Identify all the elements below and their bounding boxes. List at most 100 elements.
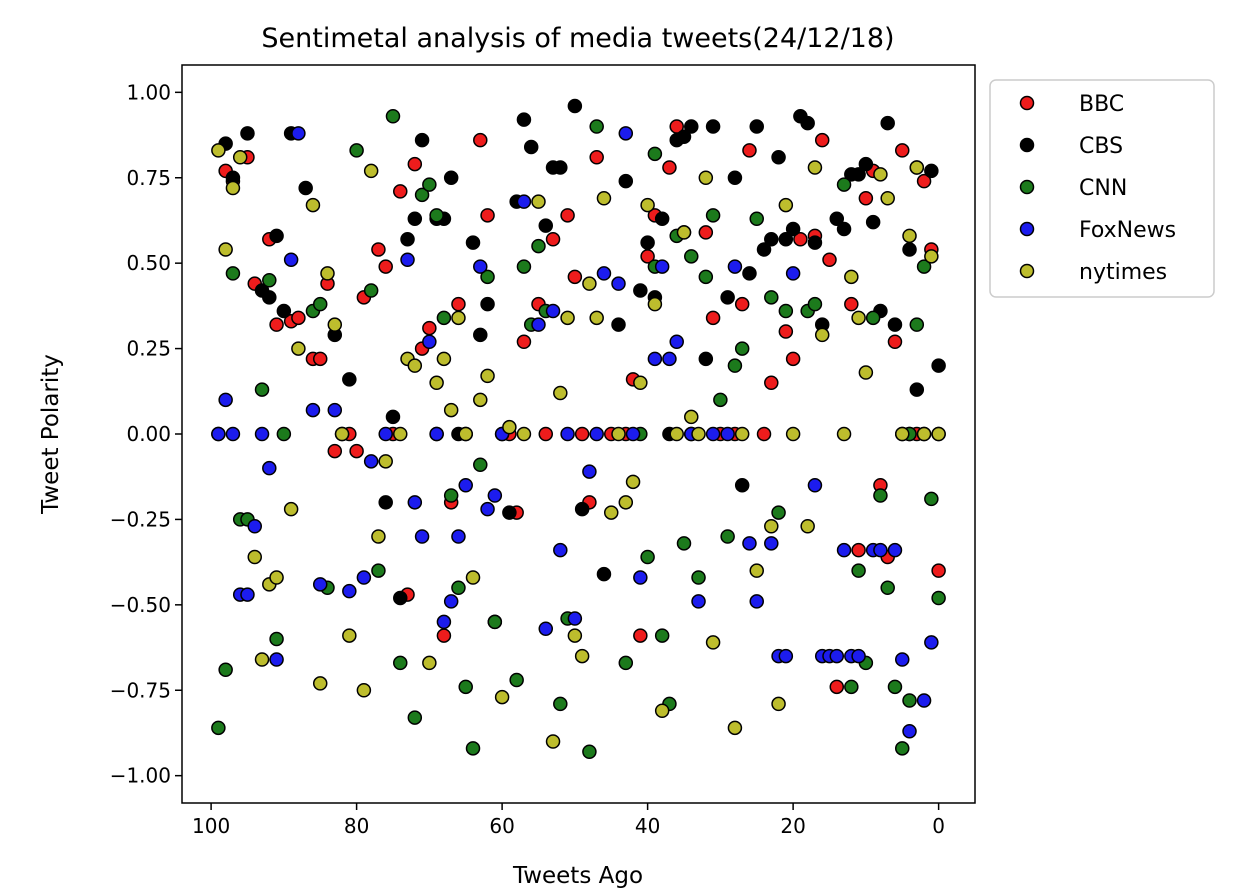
data-point-cnn: [836, 177, 852, 192]
data-point-foxnews: [618, 126, 634, 141]
data-point-bbc: [829, 679, 845, 695]
data-point-bbc: [764, 375, 779, 390]
data-point-cbs: [705, 119, 721, 134]
data-point-foxnews: [262, 460, 277, 476]
y-axis: 1.00 0.75 0.50 0.25 0.00 −0.25 −0.50 −0.75 −1.00: [110, 80, 182, 788]
data-point-cnn: [851, 563, 866, 578]
data-point-cbs: [342, 372, 357, 387]
data-point-nytimes: [916, 426, 932, 442]
data-point-cnn: [465, 741, 481, 756]
legend-marker-foxnews: [1019, 221, 1035, 237]
data-point-nytimes: [320, 266, 335, 281]
data-point-cnn: [589, 119, 604, 134]
data-point-bbc: [858, 191, 874, 206]
data-point-nytimes: [291, 341, 306, 356]
chart-title: Sentimetal analysis of media tweets(24/1…: [261, 23, 894, 54]
data-point-cnn: [553, 696, 568, 712]
data-point-cbs: [611, 317, 626, 332]
data-point-cbs: [785, 221, 801, 237]
data-point-cbs: [276, 303, 292, 319]
data-point-nytimes: [342, 628, 357, 643]
data-point-bbc: [407, 156, 423, 172]
data-point-bbc: [742, 143, 757, 158]
data-point-cbs: [443, 170, 459, 185]
legend-marker-nytimes: [1019, 263, 1035, 279]
data-point-bbc: [662, 160, 677, 175]
data-point-foxnews: [633, 570, 648, 585]
data-point-foxnews: [451, 529, 466, 544]
data-point-cnn: [698, 269, 714, 285]
data-point-cbs: [676, 129, 692, 144]
data-point-cbs: [567, 98, 583, 114]
data-point-cnn: [749, 211, 764, 226]
data-point-foxnews: [727, 259, 743, 274]
legend-label-nytimes: nytimes: [1079, 260, 1167, 285]
data-point-foxnews: [305, 402, 321, 418]
data-point-cbs: [553, 160, 568, 175]
data-point-bbc: [269, 317, 284, 332]
data-point-nytimes: [611, 426, 626, 442]
data-point-cnn: [654, 628, 670, 643]
data-point-cbs: [385, 409, 401, 425]
data-point-cbs: [240, 126, 255, 141]
data-point-cbs: [393, 590, 408, 606]
data-point-cnn: [778, 303, 794, 319]
y-tick-label: −0.50: [110, 593, 171, 617]
data-point-cnn: [865, 310, 881, 326]
data-point-cnn: [349, 143, 364, 158]
data-point-bbc: [422, 320, 437, 336]
data-point-cnn: [880, 580, 895, 595]
data-point-nytimes: [895, 426, 910, 442]
data-point-cbs: [378, 495, 393, 510]
data-point-cnn: [407, 710, 423, 725]
data-point-nytimes: [705, 635, 721, 650]
legend: BBC CBS CNN FoxNews nytimes: [989, 79, 1215, 298]
data-points-layer: [211, 98, 946, 759]
data-point-cbs: [640, 235, 655, 250]
data-point-cnn: [276, 426, 292, 442]
data-point-bbc: [916, 173, 932, 189]
data-point-nytimes: [873, 167, 888, 182]
data-point-cnn: [225, 266, 241, 281]
data-point-foxnews: [283, 252, 299, 267]
data-point-bbc: [473, 132, 488, 148]
series-foxnews: [211, 126, 946, 739]
data-point-bbc: [538, 426, 554, 442]
data-point-cnn: [895, 741, 910, 756]
data-point-cnn: [211, 720, 226, 736]
data-point-foxnews: [567, 611, 583, 626]
data-point-cnn: [909, 317, 925, 332]
data-point-nytimes: [633, 375, 648, 390]
data-point-foxnews: [218, 392, 233, 408]
data-point-cnn: [734, 341, 750, 356]
data-point-bbc: [844, 296, 859, 312]
data-point-bbc: [349, 443, 364, 459]
x-tick-label: 20: [780, 814, 805, 838]
y-tick-label: 0.50: [126, 251, 171, 275]
data-point-foxnews: [836, 542, 852, 558]
data-point-nytimes: [211, 143, 226, 158]
data-point-cnn: [509, 672, 524, 688]
x-axis: 100 80 60 40 20 0: [192, 803, 945, 838]
data-point-nytimes: [931, 426, 946, 442]
data-point-foxnews: [443, 594, 459, 609]
data-point-nytimes: [764, 519, 779, 534]
data-point-nytimes: [880, 191, 895, 206]
data-point-foxnews: [705, 426, 721, 442]
data-point-cbs: [742, 266, 757, 281]
data-point-nytimes: [669, 426, 684, 442]
data-point-cbs: [618, 173, 634, 189]
data-point-nytimes: [429, 375, 444, 390]
data-point-cbs: [778, 232, 794, 247]
data-point-foxnews: [691, 594, 706, 609]
data-point-nytimes: [858, 365, 874, 380]
data-point-cnn: [436, 310, 452, 326]
data-point-nytimes: [727, 720, 743, 736]
data-point-bbc: [633, 628, 648, 643]
data-point-bbc: [516, 334, 532, 349]
data-point-cbs: [516, 112, 532, 127]
data-point-foxnews: [473, 259, 488, 274]
data-point-foxnews: [487, 488, 503, 503]
data-point-cnn: [262, 273, 277, 288]
